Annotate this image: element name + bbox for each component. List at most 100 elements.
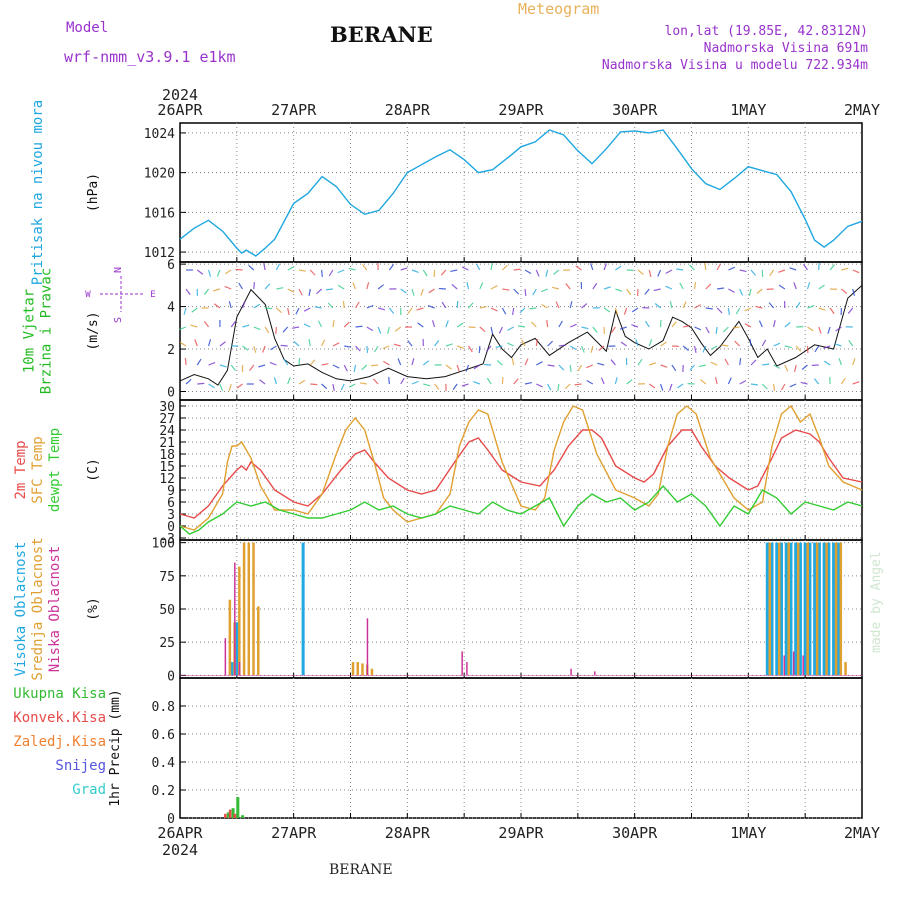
wind-arrow — [490, 307, 498, 312]
wind-arrow — [411, 358, 415, 366]
wind-arrow — [615, 265, 622, 271]
wind-arrow — [727, 377, 732, 385]
wind-arrow — [235, 268, 243, 271]
wind-arrow — [784, 345, 792, 349]
wind-arrow — [829, 264, 835, 271]
wind-arrow — [586, 379, 594, 385]
wind-arrow — [705, 326, 710, 334]
bar-clouds — [806, 542, 809, 676]
bar-clouds — [366, 618, 369, 676]
bar-clouds — [803, 542, 807, 676]
wind-arrow — [495, 345, 503, 349]
bar-clouds — [242, 542, 246, 676]
wind-arrow — [637, 269, 644, 275]
wind-arrow — [728, 288, 735, 293]
wind-arrow — [445, 364, 452, 370]
wind-arrow — [383, 360, 390, 366]
wind-arrow — [393, 343, 401, 347]
wind-arrow — [411, 269, 419, 273]
wind-arrow — [644, 320, 650, 328]
model-name: wrf-nmm_v3.9.1 e1km — [64, 48, 236, 66]
wind-arrow — [648, 269, 652, 277]
wind-arrow — [422, 360, 430, 366]
wind-arrow — [287, 266, 295, 271]
wind-arrow — [823, 360, 831, 366]
wind-arrow — [292, 326, 300, 329]
bar-clouds — [235, 622, 239, 676]
bar-clouds — [844, 662, 847, 676]
bar-clouds — [808, 542, 812, 676]
wind-arrow — [750, 269, 756, 276]
time-label-top: 27APR — [271, 101, 317, 119]
wind-arrow — [521, 339, 526, 347]
wind-arrow — [452, 383, 458, 391]
wind-arrow — [558, 320, 563, 328]
wind-arrow — [519, 307, 526, 314]
wind-arrow — [574, 383, 582, 386]
time-label-top: 2MAY — [844, 101, 880, 119]
wind-arrow — [689, 364, 695, 371]
wind-arrow — [298, 269, 306, 272]
wind-arrow — [728, 266, 736, 271]
wind-arrow — [486, 345, 492, 352]
wind-arrow — [208, 383, 215, 389]
wind-arrow — [219, 341, 226, 347]
wind-arrow — [422, 269, 428, 277]
wind-arrow — [219, 364, 227, 368]
wind-arrow — [682, 345, 689, 351]
wind-arrow — [569, 364, 572, 373]
wind-arrow — [466, 282, 470, 290]
wind-arrow — [309, 269, 316, 276]
wind-arrow — [282, 326, 289, 333]
bar-clouds — [817, 542, 821, 676]
wind-arrow — [269, 361, 277, 366]
bar-precip — [228, 809, 232, 818]
bar-clouds — [802, 655, 804, 676]
wind-arrow — [603, 307, 611, 313]
wind-arrow — [456, 322, 464, 328]
wind-arrow — [501, 264, 508, 271]
wind-arrow — [536, 361, 543, 366]
wind-arrow — [575, 265, 582, 271]
wind-arrow — [734, 340, 741, 347]
wind-arrow — [671, 321, 677, 328]
wind-arrow — [344, 345, 352, 348]
y-tick-label-pressure: 1024 — [144, 127, 175, 142]
wind-arrow — [682, 301, 687, 309]
side-label-precip: Ukupna Kisa — [13, 686, 106, 702]
wind-arrow — [407, 307, 413, 315]
wind-arrow — [468, 302, 474, 309]
y-tick-label-precip: 0.4 — [152, 756, 176, 771]
wind-arrow — [693, 281, 697, 290]
wind-arrow — [590, 263, 594, 271]
wind-arrow — [428, 288, 435, 294]
wind-arrow — [694, 304, 701, 309]
time-label-top: 29APR — [498, 101, 544, 119]
model-label: Model — [66, 20, 109, 36]
wind-arrow — [190, 324, 198, 328]
wind-arrow — [710, 361, 718, 366]
wind-arrow — [321, 383, 328, 390]
wind-arrow — [490, 326, 494, 334]
wind-arrow — [780, 383, 786, 391]
y-tick-label-temperature: 9 — [167, 484, 175, 499]
bar-clouds — [252, 542, 255, 676]
wind-arrow — [400, 288, 407, 294]
wind-arrow — [795, 301, 801, 309]
bar-clouds — [779, 542, 783, 676]
wind-arrow — [848, 339, 854, 347]
wind-arrow — [598, 345, 605, 351]
y-tick-label-pressure: 1012 — [144, 246, 175, 261]
wind-arrow — [287, 377, 291, 385]
y-tick-label-temperature: 3 — [167, 508, 175, 523]
wind-arrow — [321, 269, 323, 278]
side-label-temperature: SFC Temp — [30, 436, 46, 503]
wind-arrow — [807, 326, 814, 332]
wind-arrow — [689, 264, 695, 271]
meteogram-title: Meteogram — [518, 0, 600, 18]
wind-arrow — [592, 282, 598, 290]
footer-station: BERANE — [329, 862, 393, 878]
wind-arrow — [683, 324, 691, 328]
wind-arrow — [298, 379, 306, 385]
wind-arrow — [717, 287, 725, 290]
